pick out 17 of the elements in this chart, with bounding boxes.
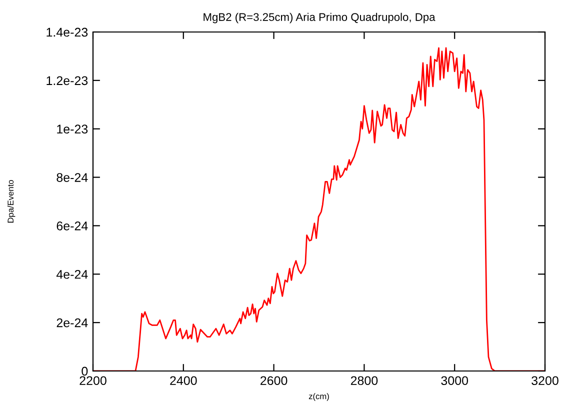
- y-tick-label: 1.2e-23: [46, 76, 88, 86]
- x-tick-label: 3000: [441, 376, 468, 386]
- x-tick-label: 2800: [350, 376, 378, 386]
- y-tick-label: 2e-24: [56, 318, 88, 328]
- y-axis-title: Dpa/Evento: [7, 180, 16, 223]
- x-axis-title: z(cm): [308, 393, 329, 401]
- x-tick-label: 3200: [532, 376, 558, 386]
- y-tick-label: 4e-24: [56, 270, 88, 279]
- chart-title: MgB2 (R=3.25cm) Aria Primo Quadrupolo, Dpa: [204, 12, 436, 24]
- x-tick-label: 2200: [80, 376, 106, 386]
- x-tick-label: 2600: [260, 376, 288, 386]
- x-tick-label: 2400: [170, 376, 197, 386]
- y-tick-label: 0: [82, 366, 88, 376]
- y-tick-label: 6e-24: [56, 222, 88, 230]
- y-tick-label: 1e-23: [57, 124, 88, 134]
- y-tick-label: 1.4e-23: [46, 28, 88, 37]
- y-tick-label: 8e-24: [56, 173, 88, 182]
